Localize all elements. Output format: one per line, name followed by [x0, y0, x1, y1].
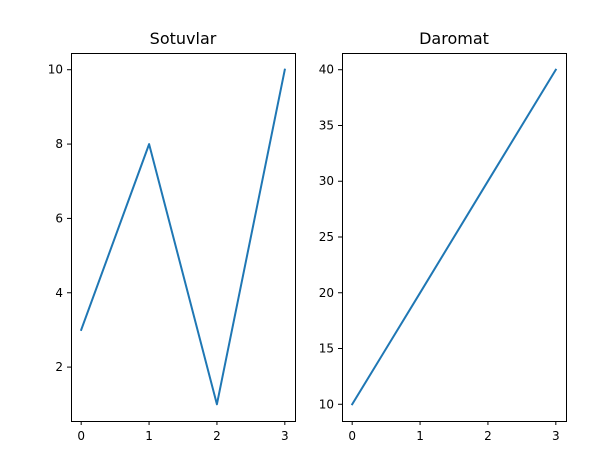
y-tick-label: 15	[319, 342, 334, 356]
chart-title: Sotuvlar	[150, 29, 217, 48]
y-tick-label: 40	[319, 63, 334, 77]
x-tick-label: 0	[77, 429, 85, 443]
x-tick-label: 2	[484, 429, 492, 443]
series-line	[81, 70, 285, 405]
x-tick-label: 0	[348, 429, 356, 443]
y-tick-label: 10	[48, 63, 63, 77]
x-tick-label: 3	[281, 429, 289, 443]
y-tick-label: 10	[319, 397, 334, 411]
chart-title: Daromat	[419, 29, 489, 48]
chart-panel-sotuvlar: Sotuvlar 0 1 2 3 2 4 6 8 10	[48, 29, 296, 443]
chart-panel-daromat: Daromat 0 1 2 3 10 15 20 25 30 35 40	[319, 29, 567, 443]
x-tick-label: 1	[145, 429, 153, 443]
y-tick-label: 8	[55, 137, 63, 151]
y-tick-label: 4	[55, 286, 63, 300]
y-tick-label: 30	[319, 174, 334, 188]
series-line	[352, 70, 556, 405]
y-tick-label: 20	[319, 286, 334, 300]
y-tick-label: 35	[319, 118, 334, 132]
x-tick-label: 3	[552, 429, 560, 443]
x-tick-label: 2	[213, 429, 221, 443]
y-tick-label: 25	[319, 230, 334, 244]
y-tick-label: 6	[55, 211, 63, 225]
y-tick-label: 2	[55, 360, 63, 374]
plot-frame	[72, 54, 296, 422]
x-tick-label: 1	[416, 429, 424, 443]
